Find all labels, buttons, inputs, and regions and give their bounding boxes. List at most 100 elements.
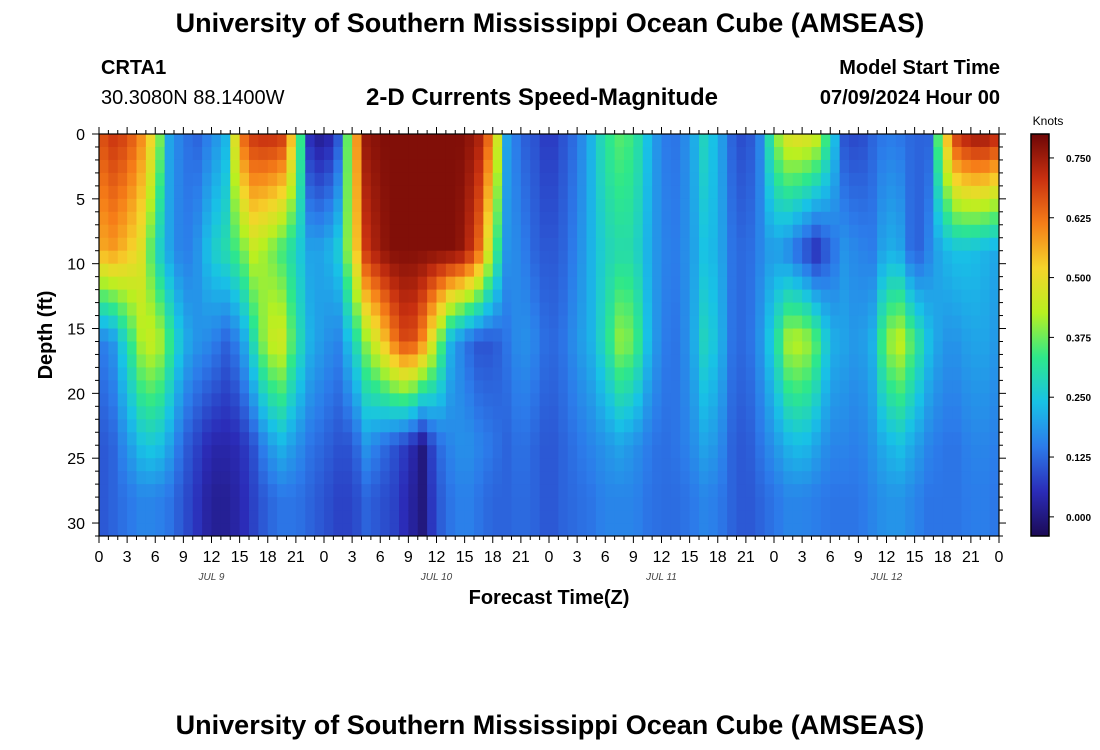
heat-cell [689,393,700,407]
heat-cell [764,419,775,433]
heat-cell [670,276,681,291]
heat-cell [230,185,241,200]
heat-cell [370,224,381,239]
heat-cell [905,211,916,226]
heat-cell [192,276,203,291]
heat-cell [286,419,297,433]
heat-cell [605,211,616,226]
heat-cell [445,341,456,356]
heat-cell [324,380,334,394]
heat-cell [895,315,906,330]
heat-cell [408,432,419,446]
heat-cell [249,146,259,161]
heat-cell [211,523,222,536]
heat-cell [249,328,259,343]
heat-cell [361,354,372,369]
x-tick-label: 12 [653,549,671,566]
heat-cell [370,510,381,524]
heat-cell [783,484,794,498]
heat-cell [970,211,981,226]
heat-cell [764,172,775,187]
heat-cell [427,134,438,148]
heat-cell [633,289,644,304]
heat-cell [605,510,616,524]
heat-cell [558,134,569,148]
heat-cell [558,380,569,394]
heat-cell [483,159,494,174]
heat-cell [127,484,138,498]
heat-cell [802,367,813,381]
heat-cell [230,276,241,291]
heat-cell [989,134,999,148]
heat-cell [267,510,278,524]
heat-cell [895,380,906,394]
heat-cell [736,393,747,407]
heat-cell [811,224,822,239]
heat-cell [670,419,681,433]
heat-cell [755,458,766,472]
heat-cell [774,406,784,420]
heat-cell [145,445,156,459]
heat-cell [464,341,475,356]
heat-cell [539,315,550,330]
heat-cell [820,146,831,161]
heat-cell [783,393,794,407]
heat-cell [295,237,306,252]
heat-cell [239,354,250,369]
heat-cell [511,263,522,278]
heat-cell [164,198,175,213]
heat-cell [586,224,597,239]
heat-cell [877,276,888,291]
heat-cell [820,159,831,174]
heat-cell [136,185,147,200]
heat-cell [614,510,625,524]
heat-cell [942,458,953,472]
heat-cell [399,367,409,381]
heat-cell [370,445,381,459]
heat-cell [211,250,222,265]
x-tick-label: 3 [573,549,582,566]
heat-cell [202,146,213,161]
heat-cell [905,134,916,148]
heat-cell [277,211,288,226]
heat-cell [202,328,213,343]
heat-cell [361,198,372,213]
heat-cell [774,172,784,187]
heat-cell [511,497,522,511]
heat-cell [145,185,156,200]
heat-cell [295,315,306,330]
heat-cell [436,263,447,278]
heat-cell [399,302,409,317]
heat-cell [727,328,738,343]
x-tick-label: 0 [770,549,779,566]
heat-cell [539,380,550,394]
heat-cell [858,276,869,291]
heat-cell [202,406,213,420]
heat-cell [699,224,709,239]
y-tick-label: 20 [67,386,85,403]
heat-cell [249,237,259,252]
heat-cell [970,380,981,394]
heat-cell [764,276,775,291]
heat-cell [192,393,203,407]
heat-cell [905,497,916,511]
heat-cell [914,276,925,291]
heat-cell [961,185,972,200]
heat-cell [717,172,728,187]
heat-cell [370,159,381,174]
heat-cell [417,341,428,356]
heat-cell [314,172,325,187]
heat-cell [324,211,334,226]
heat-cell [520,419,531,433]
heat-cell [286,302,297,317]
heat-cell [230,146,241,161]
heat-cell [445,458,456,472]
heat-cell [427,341,438,356]
heat-cell [417,134,428,148]
heat-cell [277,185,288,200]
heat-cell [127,523,138,536]
heat-cell [689,367,700,381]
heat-cell [427,367,438,381]
heat-cell [802,445,813,459]
heat-cell [127,367,138,381]
